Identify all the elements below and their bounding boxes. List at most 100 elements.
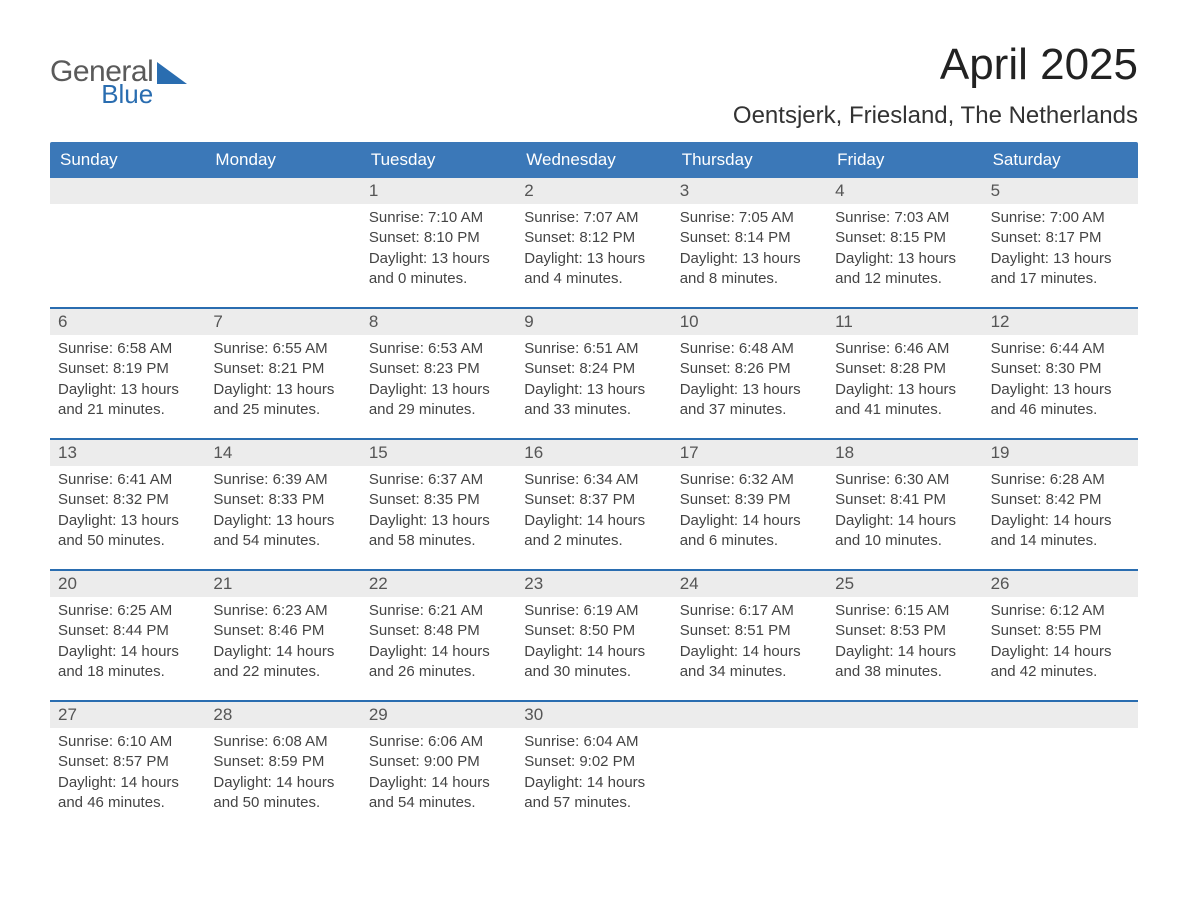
- day-number: 17: [672, 440, 827, 466]
- daylight-line: Daylight: 13 hours and 21 minutes.: [58, 380, 197, 421]
- day-cell: Sunrise: 6:48 AMSunset: 8:26 PMDaylight:…: [672, 335, 827, 438]
- day-number: 3: [672, 178, 827, 204]
- week: 12345Sunrise: 7:10 AMSunset: 8:10 PMDayl…: [50, 178, 1138, 307]
- day-number-row: 27282930: [50, 702, 1138, 728]
- logo-line2: Blue: [101, 83, 153, 106]
- day-number: 23: [516, 571, 671, 597]
- weekday-header: Sunday: [50, 142, 205, 178]
- logo-text: General Blue: [50, 58, 153, 106]
- daylight-line: Daylight: 13 hours and 25 minutes.: [213, 380, 352, 421]
- sunrise-line: Sunrise: 6:23 AM: [213, 601, 352, 621]
- daylight-line: Daylight: 14 hours and 26 minutes.: [369, 642, 508, 683]
- sunset-line: Sunset: 8:46 PM: [213, 621, 352, 641]
- daylight-line: Daylight: 13 hours and 33 minutes.: [524, 380, 663, 421]
- location: Oentsjerk, Friesland, The Netherlands: [733, 102, 1138, 130]
- sunset-line: Sunset: 8:23 PM: [369, 359, 508, 379]
- day-cell: Sunrise: 6:28 AMSunset: 8:42 PMDaylight:…: [983, 466, 1138, 569]
- day-number: 22: [361, 571, 516, 597]
- sunset-line: Sunset: 8:51 PM: [680, 621, 819, 641]
- day-number: 27: [50, 702, 205, 728]
- daylight-line: Daylight: 13 hours and 37 minutes.: [680, 380, 819, 421]
- day-number-row: 13141516171819: [50, 440, 1138, 466]
- day-number-row: 12345: [50, 178, 1138, 204]
- day-cell: Sunrise: 6:25 AMSunset: 8:44 PMDaylight:…: [50, 597, 205, 700]
- sunrise-line: Sunrise: 6:28 AM: [991, 470, 1130, 490]
- sunset-line: Sunset: 8:24 PM: [524, 359, 663, 379]
- sunrise-line: Sunrise: 6:15 AM: [835, 601, 974, 621]
- day-cell: Sunrise: 6:04 AMSunset: 9:02 PMDaylight:…: [516, 728, 671, 831]
- sunrise-line: Sunrise: 6:34 AM: [524, 470, 663, 490]
- daylight-line: Daylight: 14 hours and 54 minutes.: [369, 773, 508, 814]
- day-number: 29: [361, 702, 516, 728]
- logo: General Blue: [50, 40, 191, 106]
- sunrise-line: Sunrise: 7:03 AM: [835, 208, 974, 228]
- day-cell: Sunrise: 7:07 AMSunset: 8:12 PMDaylight:…: [516, 204, 671, 307]
- sunrise-line: Sunrise: 6:19 AM: [524, 601, 663, 621]
- sunrise-line: Sunrise: 6:46 AM: [835, 339, 974, 359]
- daylight-line: Daylight: 13 hours and 17 minutes.: [991, 249, 1130, 290]
- day-cell: [205, 204, 360, 307]
- day-number: 15: [361, 440, 516, 466]
- daylight-line: Daylight: 14 hours and 38 minutes.: [835, 642, 974, 683]
- sunset-line: Sunset: 8:41 PM: [835, 490, 974, 510]
- sunset-line: Sunset: 8:55 PM: [991, 621, 1130, 641]
- daylight-line: Daylight: 13 hours and 58 minutes.: [369, 511, 508, 552]
- daylight-line: Daylight: 14 hours and 14 minutes.: [991, 511, 1130, 552]
- day-number: 28: [205, 702, 360, 728]
- sunrise-line: Sunrise: 6:08 AM: [213, 732, 352, 752]
- week: 6789101112Sunrise: 6:58 AMSunset: 8:19 P…: [50, 307, 1138, 438]
- daylight-line: Daylight: 13 hours and 4 minutes.: [524, 249, 663, 290]
- day-number: 25: [827, 571, 982, 597]
- daylight-line: Daylight: 14 hours and 57 minutes.: [524, 773, 663, 814]
- day-cell: Sunrise: 7:05 AMSunset: 8:14 PMDaylight:…: [672, 204, 827, 307]
- day-number: 12: [983, 309, 1138, 335]
- daylight-line: Daylight: 13 hours and 50 minutes.: [58, 511, 197, 552]
- sunset-line: Sunset: 8:53 PM: [835, 621, 974, 641]
- day-cell: Sunrise: 6:39 AMSunset: 8:33 PMDaylight:…: [205, 466, 360, 569]
- daylight-line: Daylight: 13 hours and 41 minutes.: [835, 380, 974, 421]
- day-cell: Sunrise: 6:21 AMSunset: 8:48 PMDaylight:…: [361, 597, 516, 700]
- weeks-container: 12345Sunrise: 7:10 AMSunset: 8:10 PMDayl…: [50, 178, 1138, 831]
- sunrise-line: Sunrise: 6:58 AM: [58, 339, 197, 359]
- day-number-row: 20212223242526: [50, 571, 1138, 597]
- day-number: [827, 702, 982, 728]
- sunrise-line: Sunrise: 6:44 AM: [991, 339, 1130, 359]
- sunrise-line: Sunrise: 6:04 AM: [524, 732, 663, 752]
- weekday-header-row: SundayMondayTuesdayWednesdayThursdayFrid…: [50, 142, 1138, 178]
- day-content-row: Sunrise: 7:10 AMSunset: 8:10 PMDaylight:…: [50, 204, 1138, 307]
- sunset-line: Sunset: 9:02 PM: [524, 752, 663, 772]
- day-number: [672, 702, 827, 728]
- day-number: 13: [50, 440, 205, 466]
- daylight-line: Daylight: 14 hours and 18 minutes.: [58, 642, 197, 683]
- sunrise-line: Sunrise: 6:25 AM: [58, 601, 197, 621]
- day-cell: Sunrise: 6:41 AMSunset: 8:32 PMDaylight:…: [50, 466, 205, 569]
- weekday-header: Monday: [205, 142, 360, 178]
- calendar: SundayMondayTuesdayWednesdayThursdayFrid…: [50, 142, 1138, 831]
- sunrise-line: Sunrise: 6:37 AM: [369, 470, 508, 490]
- day-cell: Sunrise: 6:19 AMSunset: 8:50 PMDaylight:…: [516, 597, 671, 700]
- daylight-line: Daylight: 14 hours and 34 minutes.: [680, 642, 819, 683]
- day-cell: [827, 728, 982, 831]
- sunrise-line: Sunrise: 7:00 AM: [991, 208, 1130, 228]
- sunrise-line: Sunrise: 6:17 AM: [680, 601, 819, 621]
- day-cell: Sunrise: 6:51 AMSunset: 8:24 PMDaylight:…: [516, 335, 671, 438]
- sunset-line: Sunset: 9:00 PM: [369, 752, 508, 772]
- sunset-line: Sunset: 8:48 PM: [369, 621, 508, 641]
- daylight-line: Daylight: 13 hours and 12 minutes.: [835, 249, 974, 290]
- sunset-line: Sunset: 8:32 PM: [58, 490, 197, 510]
- day-number: 10: [672, 309, 827, 335]
- day-cell: Sunrise: 6:23 AMSunset: 8:46 PMDaylight:…: [205, 597, 360, 700]
- day-content-row: Sunrise: 6:41 AMSunset: 8:32 PMDaylight:…: [50, 466, 1138, 569]
- day-cell: Sunrise: 6:58 AMSunset: 8:19 PMDaylight:…: [50, 335, 205, 438]
- day-number: 21: [205, 571, 360, 597]
- sunrise-line: Sunrise: 6:39 AM: [213, 470, 352, 490]
- week: 27282930Sunrise: 6:10 AMSunset: 8:57 PMD…: [50, 700, 1138, 831]
- daylight-line: Daylight: 14 hours and 2 minutes.: [524, 511, 663, 552]
- sunrise-line: Sunrise: 6:41 AM: [58, 470, 197, 490]
- day-cell: [672, 728, 827, 831]
- day-number: 1: [361, 178, 516, 204]
- day-cell: Sunrise: 6:46 AMSunset: 8:28 PMDaylight:…: [827, 335, 982, 438]
- day-cell: Sunrise: 6:12 AMSunset: 8:55 PMDaylight:…: [983, 597, 1138, 700]
- sunrise-line: Sunrise: 7:07 AM: [524, 208, 663, 228]
- sunset-line: Sunset: 8:19 PM: [58, 359, 197, 379]
